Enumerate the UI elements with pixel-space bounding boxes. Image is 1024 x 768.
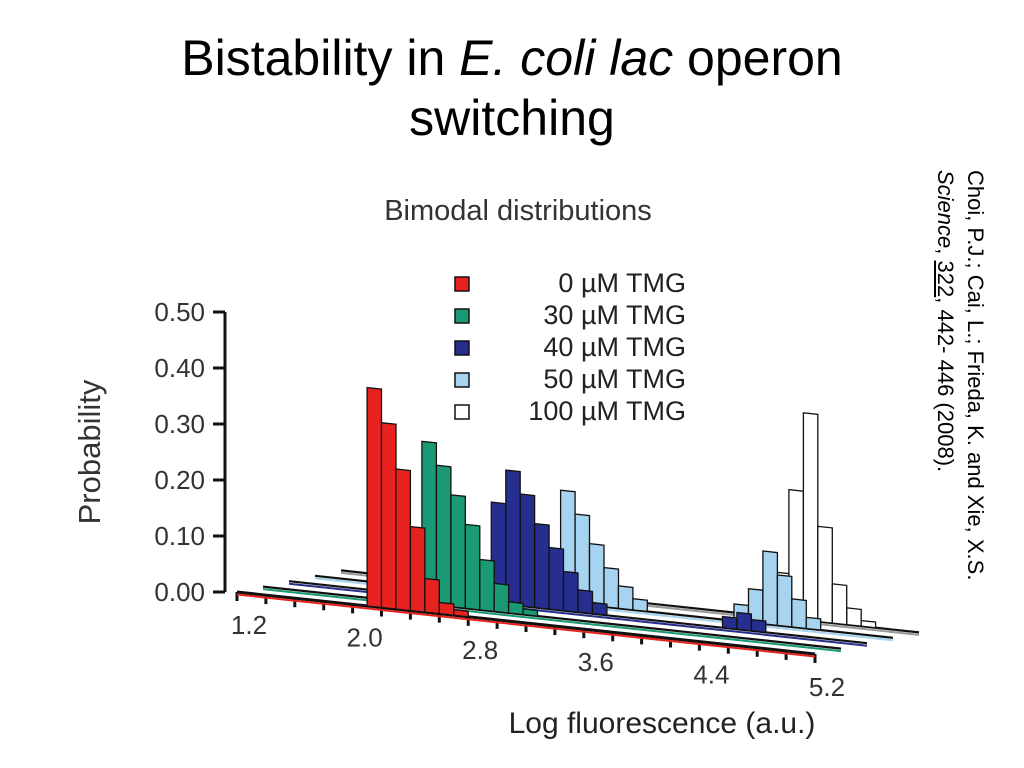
histogram-bar xyxy=(817,525,833,624)
series-0 xyxy=(236,386,816,658)
y-tick-label: 0.00 xyxy=(154,577,205,607)
legend-label: 100 µM TMG xyxy=(528,396,686,426)
histogram-bar xyxy=(846,607,862,627)
legend-label: 30 µM TMG xyxy=(543,300,686,330)
series-baseline xyxy=(262,585,842,650)
title-part-3: operon xyxy=(673,30,843,86)
legend-label: 40 µM TMG xyxy=(543,332,686,362)
x-tick-label: 2.8 xyxy=(462,635,498,665)
x-tick-label: 3.6 xyxy=(578,647,614,677)
histogram-bar xyxy=(591,601,608,617)
histogram-bar xyxy=(805,616,822,631)
x-tick-label: 4.4 xyxy=(693,660,729,690)
legend-swatch xyxy=(454,372,470,388)
legend-label: 50 µM TMG xyxy=(543,364,686,394)
histogram-bar xyxy=(577,589,594,615)
x-tick-label: 1.2 xyxy=(231,610,267,640)
histogram-bar xyxy=(533,522,550,610)
histogram-bar xyxy=(562,570,579,613)
histogram-bar xyxy=(860,619,877,629)
y-tick-label: 0.30 xyxy=(154,409,205,439)
legend-label: 0 µM TMG xyxy=(558,268,686,298)
title-part-1: Bistability in xyxy=(181,30,460,86)
histogram-bar xyxy=(493,582,510,614)
page-title: Bistability in E. coli lac operon switch… xyxy=(0,28,1024,148)
series-baseline xyxy=(236,590,816,656)
y-tick-label: 0.20 xyxy=(154,465,205,495)
plot-area: 0.00 0.10 0.20 0.30 0.40 0.50 1.2 2.0 2.8 3.6 4.4 5… xyxy=(154,268,920,702)
y-tick-label: 0.40 xyxy=(154,353,205,383)
histogram-bar xyxy=(776,574,793,628)
histogram-bar xyxy=(479,558,495,613)
histogram-bar xyxy=(721,615,738,631)
histogram-bar xyxy=(617,585,634,611)
histogram-bar xyxy=(380,421,397,610)
histogram-bar xyxy=(450,494,466,610)
series-baseline-shade xyxy=(262,588,842,653)
histogram-bar xyxy=(548,546,565,612)
histogram-bar xyxy=(522,608,539,617)
legend-swatch xyxy=(454,276,470,292)
histogram-bar xyxy=(750,618,767,634)
histogram-bar xyxy=(603,566,620,610)
legend-swatch xyxy=(454,340,470,356)
x-axis-label: Log fluorescence (a.u.) xyxy=(509,707,816,740)
histogram-bar xyxy=(762,550,779,627)
histogram-bar xyxy=(519,493,536,609)
title-species: E. coli lac xyxy=(459,30,674,86)
histogram-bar xyxy=(409,525,426,613)
legend-swatch xyxy=(454,308,470,324)
y-tick-label: 0.50 xyxy=(154,297,205,327)
histogram-bar xyxy=(632,597,648,613)
histogram-bar xyxy=(791,598,807,630)
histogram-bar xyxy=(424,577,440,615)
histogram-bar xyxy=(802,412,819,623)
series-1 xyxy=(262,440,842,653)
histogram-bar xyxy=(366,386,383,609)
histogram-bar xyxy=(507,601,524,616)
title-line-2: switching xyxy=(409,90,615,146)
series-baseline-shade xyxy=(236,593,816,658)
histogram-bar xyxy=(736,611,753,632)
x-tick-label: 5.2 xyxy=(809,672,845,702)
x-tick-label: 2.0 xyxy=(347,622,383,652)
series-2 xyxy=(288,469,868,647)
histogram-bar xyxy=(464,523,481,611)
histogram-bar xyxy=(395,468,412,612)
y-axis-label: Probability xyxy=(72,379,107,524)
chart-title: Bimodal distributions xyxy=(384,195,652,227)
histogram-bar xyxy=(453,608,469,618)
legend-swatch xyxy=(454,404,470,420)
histogram-bar xyxy=(438,601,455,617)
y-tick-label: 0.10 xyxy=(154,521,205,551)
histogram-bar xyxy=(831,583,848,626)
